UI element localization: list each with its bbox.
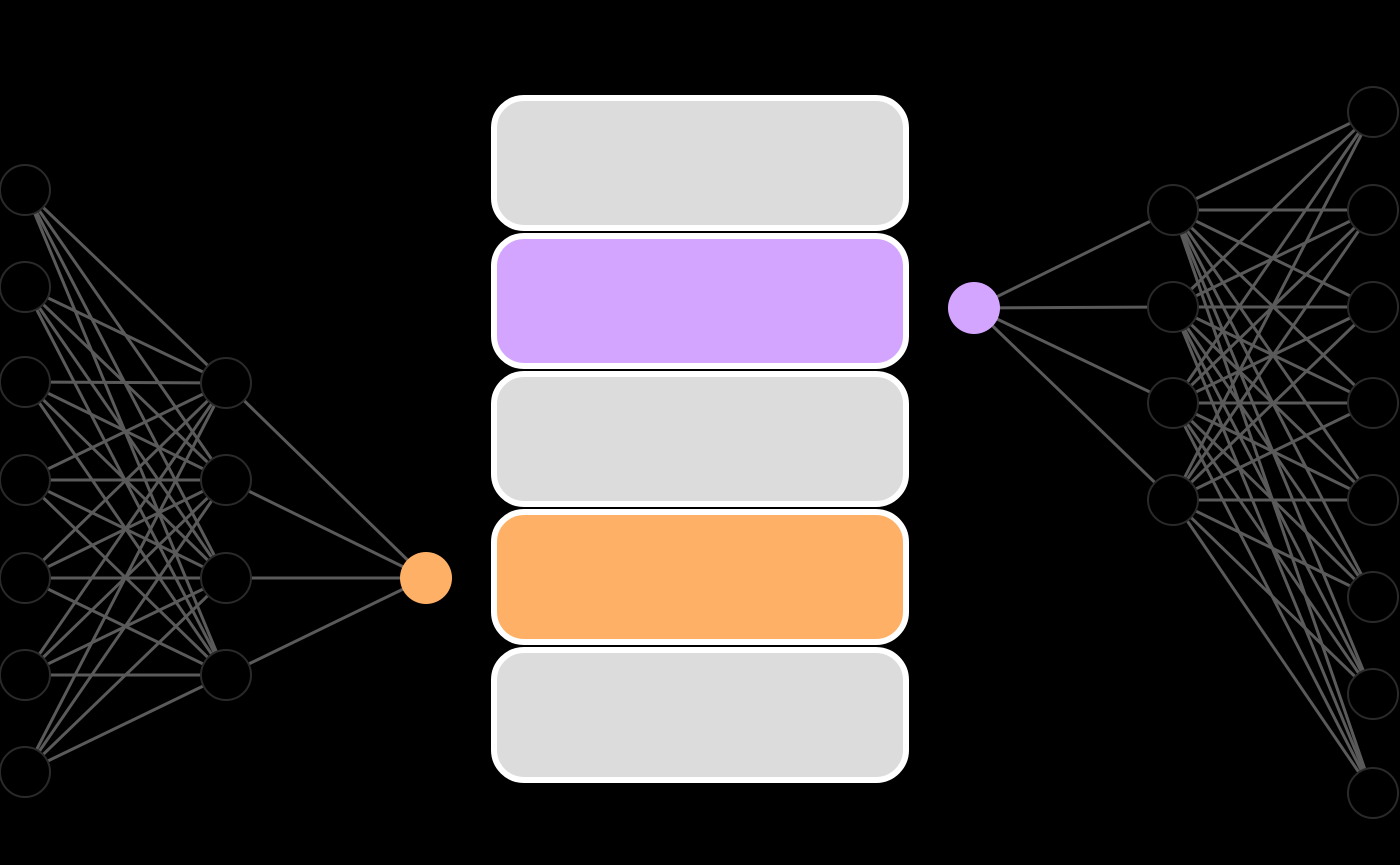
vector-stack (491, 95, 909, 783)
output-node (1347, 377, 1399, 429)
hidden-node (200, 357, 252, 409)
connection-line (1171, 498, 1375, 696)
connection-line (1171, 305, 1375, 502)
input-node (0, 746, 51, 798)
connection-line (224, 576, 428, 677)
connection-line (23, 478, 228, 774)
connection-line (1171, 498, 1375, 599)
stack-block-purple (491, 233, 909, 369)
connection-line (1171, 401, 1375, 502)
hidden-node (1147, 377, 1199, 429)
input-node-purple (948, 282, 1000, 334)
hidden-node (200, 454, 252, 506)
hidden-node (200, 649, 252, 701)
connection-line (1171, 110, 1375, 502)
input-node (0, 454, 51, 506)
connection-line (1171, 110, 1375, 405)
output-node (1347, 571, 1399, 623)
left-network-nodes (0, 164, 452, 798)
hidden-node (1147, 281, 1199, 333)
connection-line (23, 380, 228, 385)
connection-line (972, 306, 1175, 405)
connection-line (1171, 208, 1375, 502)
connection-line (1171, 110, 1375, 212)
input-node (0, 164, 51, 216)
input-node (0, 552, 51, 604)
output-node (1347, 184, 1399, 236)
stack-block-gray (491, 95, 909, 231)
connection-line (23, 381, 228, 677)
connection-line (23, 576, 228, 774)
output-node (1347, 281, 1399, 333)
connection-line (972, 208, 1175, 310)
stack-block-orange (491, 509, 909, 645)
output-node (1347, 668, 1399, 720)
connection-line (972, 306, 1175, 502)
output-node (1347, 767, 1399, 819)
connection-line (224, 381, 428, 580)
connection-line (23, 188, 228, 385)
hidden-node (1147, 184, 1199, 236)
input-node (0, 356, 51, 408)
connection-line (23, 381, 228, 482)
output-node-orange (400, 552, 452, 604)
connection-line (972, 305, 1175, 310)
connection-line (23, 381, 228, 580)
input-node (0, 649, 51, 701)
connection-line (1171, 498, 1375, 795)
hidden-node (200, 552, 252, 604)
connection-line (23, 381, 228, 774)
connection-line (224, 478, 428, 580)
right-network-nodes (948, 86, 1399, 819)
output-node (1347, 474, 1399, 526)
right-network-edges (972, 110, 1375, 795)
stack-block-gray (491, 647, 909, 783)
hidden-node (1147, 474, 1199, 526)
left-network-edges (23, 188, 428, 774)
input-node (0, 261, 51, 313)
connection-line (23, 285, 228, 385)
connection-line (23, 673, 228, 774)
output-node (1347, 86, 1399, 138)
connection-line (1171, 110, 1375, 309)
stack-block-gray (491, 371, 909, 507)
